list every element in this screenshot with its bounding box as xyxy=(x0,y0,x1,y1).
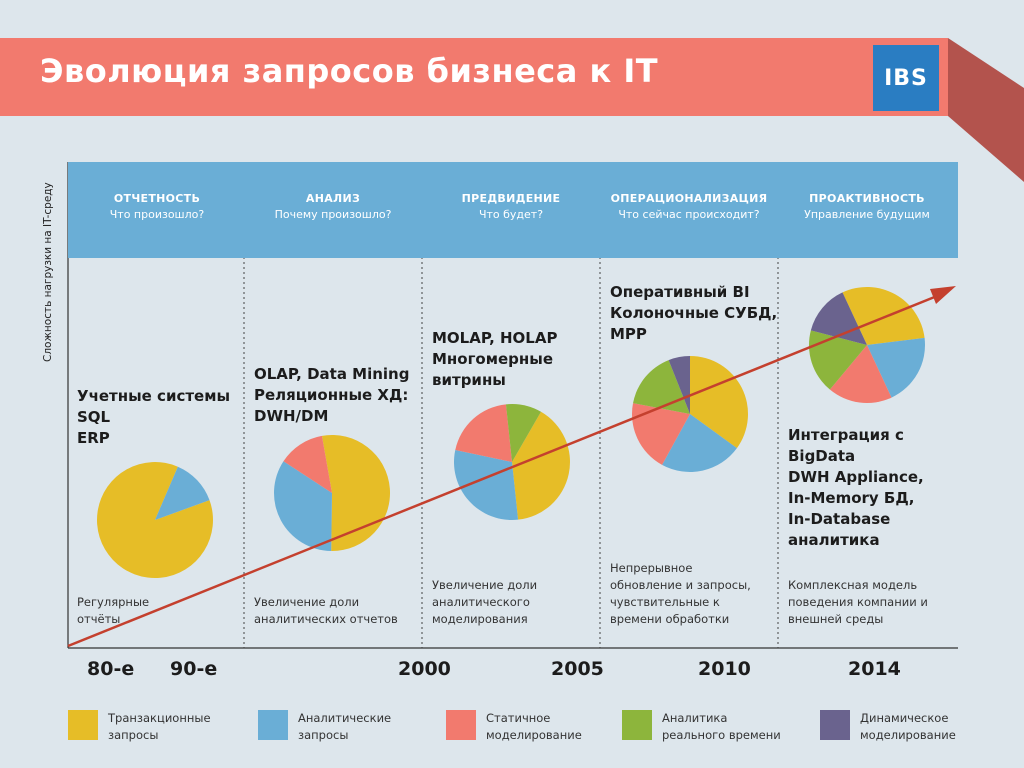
pie-slice-realtime xyxy=(505,404,541,462)
legend-swatch xyxy=(622,710,652,740)
pie-slice-analytical xyxy=(155,466,210,520)
tech-label-stage-3: MOLAP, HOLAP Многомерные витрины xyxy=(432,329,558,389)
page-title: Эволюция запросов бизнеса к IT xyxy=(40,52,659,90)
trend-arrow-head xyxy=(930,286,956,304)
phase-subtitle: Почему произошло? xyxy=(274,208,392,221)
legend-swatch xyxy=(68,710,98,740)
stage-note-3: Увеличение доли аналитического моделирован… xyxy=(432,578,538,626)
ibs-logo: IBS xyxy=(873,45,939,111)
stage-note-1: Регулярные отчёты xyxy=(77,595,150,626)
tech-label-stage-4: Оперативный BI Колоночные СУБД, MPP xyxy=(610,283,778,343)
legend-item-dynamic: Динамическое моделирование xyxy=(820,710,990,744)
pie-chart-stage-1 xyxy=(96,461,213,578)
phase-subtitle: Что произошло? xyxy=(109,208,205,221)
year-label: 90-е xyxy=(170,658,218,680)
legend-swatch xyxy=(258,710,288,740)
pie-slice-realtime xyxy=(808,330,867,390)
year-label: 2005 xyxy=(551,658,604,680)
pie-slice-transactional xyxy=(512,411,570,520)
pie-slice-analytical xyxy=(454,449,519,520)
year-label: 2000 xyxy=(398,658,451,680)
pie-slice-dynamic xyxy=(668,355,690,414)
banner-fold xyxy=(948,38,1024,182)
phase-proactivity: ПРОАКТИВНОСТЬ Управление будущим xyxy=(778,192,956,221)
phase-band xyxy=(68,162,958,258)
pie-slice-dynamic xyxy=(810,292,867,345)
pie-slice-static xyxy=(829,345,892,404)
year-label: 2014 xyxy=(848,658,901,680)
y-axis-label: Сложность нагрузки на IT-среду xyxy=(42,182,54,362)
phase-prediction: ПРЕДВИДЕНИЕ Что будет? xyxy=(422,192,600,221)
phase-subtitle: Что будет? xyxy=(478,208,544,221)
legend-item-realtime: Аналитика реального времени xyxy=(622,710,792,744)
pie-slice-transactional xyxy=(96,461,213,578)
pie-slice-analytical xyxy=(274,461,332,551)
phase-reporting: ОТЧЕТНОСТЬ Что произошло? xyxy=(68,192,246,221)
legend-swatch xyxy=(820,710,850,740)
pie-slice-analytical xyxy=(867,337,926,398)
pie-chart-stage-4 xyxy=(632,355,748,473)
phase-analysis: АНАЛИЗ Почему произошло? xyxy=(244,192,422,221)
pie-chart-stage-2 xyxy=(274,434,391,551)
pie-chart-stage-3 xyxy=(454,404,570,520)
pie-chart-stage-5 xyxy=(808,286,926,404)
legend-item-transactional: Транзакционные запросы xyxy=(68,710,238,744)
stage-note-2: Увеличение доли аналитических отчетов xyxy=(254,595,398,626)
legend-swatch xyxy=(446,710,476,740)
tech-label-stage-2: OLAP, Data Mining Реляционные ХД: DWH/DM xyxy=(254,365,410,425)
trend-arrow-line xyxy=(67,292,943,648)
stage-note-4: Непрерывное обновление и запросы, чувствит… xyxy=(610,561,751,626)
phase-title: ОПЕРАЦИОНАЛИЗАЦИЯ xyxy=(610,192,768,205)
pie-slice-static xyxy=(283,435,332,493)
tech-label-stage-1: Учетные системы SQL ERP xyxy=(77,387,231,447)
pie-slice-transactional xyxy=(842,286,925,345)
tech-label-stage-5: Интеграция с BigData DWH Appliance, In-Mem… xyxy=(788,426,924,549)
legend-item-analytical: Аналитические запросы xyxy=(258,710,428,744)
phase-title: ПРОАКТИВНОСТЬ xyxy=(809,192,925,205)
pie-slice-transactional xyxy=(321,434,391,551)
phase-title: АНАЛИЗ xyxy=(305,192,361,205)
year-label: 80-е xyxy=(87,658,135,680)
title-banner xyxy=(0,38,948,116)
pie-slice-analytical xyxy=(662,414,737,473)
phase-title: ПРЕДВИДЕНИЕ xyxy=(461,192,561,205)
pie-slice-static xyxy=(632,403,690,465)
phase-operationalization: ОПЕРАЦИОНАЛИЗАЦИЯ Что сейчас происходит? xyxy=(600,192,778,221)
phase-subtitle: Управление будущим xyxy=(804,208,930,221)
phase-subtitle: Что сейчас происходит? xyxy=(618,208,760,221)
phase-title: ОТЧЕТНОСТЬ xyxy=(113,192,201,205)
legend-item-static: Статичное моделирование xyxy=(446,710,616,744)
pie-slice-static xyxy=(455,404,512,462)
stage-note-5: Комплексная модель поведения компании и вн… xyxy=(788,578,928,626)
year-label: 2010 xyxy=(698,658,751,680)
